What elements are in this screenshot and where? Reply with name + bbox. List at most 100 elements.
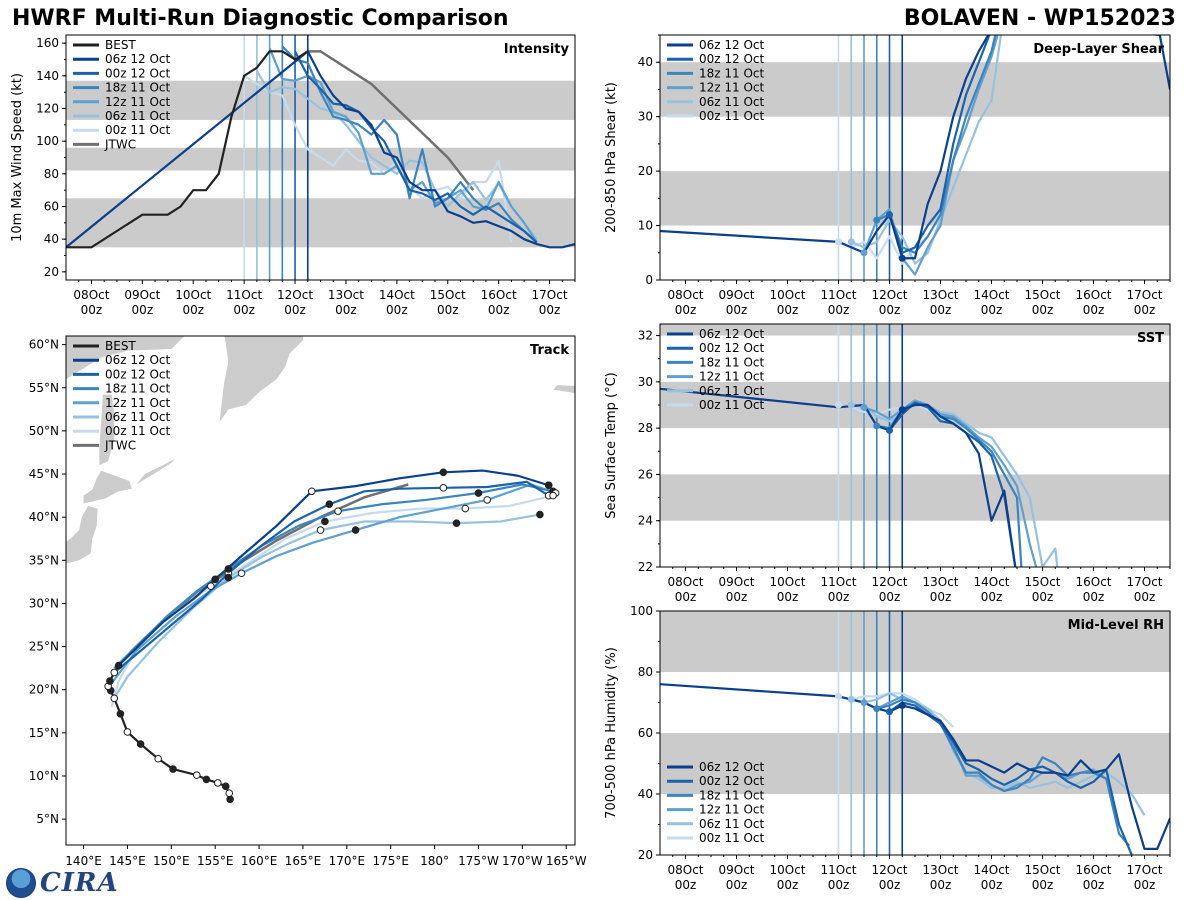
- intensity-ytick-label-5: 120: [36, 102, 59, 116]
- shear-series-0: [660, 35, 1170, 260]
- track-ytick-label-9: 50°N: [29, 424, 59, 438]
- rh-band-1: [660, 611, 1170, 672]
- rh-xtick-label-2: 10Oct: [769, 863, 805, 877]
- land-alaska-sliver: [553, 385, 575, 394]
- rh-title: Mid-Level RH: [1068, 618, 1164, 633]
- track-xtick-label-9: 175°W: [458, 854, 499, 868]
- track-best-point-15: [110, 668, 119, 677]
- land-sakhalin: [99, 394, 115, 466]
- rh-xtick-label-1: 09Oct: [718, 863, 754, 877]
- rh-xtick-label-7: 15Oct: [1024, 863, 1060, 877]
- sst-xtick-sublabel-8: 00z: [1083, 590, 1105, 604]
- track-series-2-point-10: [474, 489, 483, 497]
- track-xtick-label-5: 165°E: [285, 854, 322, 868]
- sst-ytick-label-0: 22: [638, 560, 653, 574]
- rh-xtick-label-8: 16Oct: [1075, 863, 1111, 877]
- rh-xtick-sublabel-2: 00z: [777, 878, 799, 892]
- shear-legend-label-1: 00z 12 Oct: [699, 52, 765, 66]
- intensity-xtick-label-7: 15Oct: [430, 288, 466, 302]
- track-series-3: [109, 483, 557, 687]
- sst-xtick-label-1: 09Oct: [718, 575, 754, 589]
- intensity-legend-label-3: 18z 11 Oct: [105, 81, 171, 95]
- shear-band-0: [660, 171, 1170, 226]
- shear-series-4: [850, 35, 1003, 265]
- intensity-xtick-label-8: 16Oct: [481, 288, 517, 302]
- shear-xtick-label-3: 11Oct: [820, 288, 856, 302]
- track-ytick-label-6: 35°N: [29, 553, 59, 567]
- intensity-legend-label-4: 12z 11 Oct: [105, 95, 171, 109]
- intensity-band-0: [66, 198, 575, 248]
- rh-legend-label-2: 18z 11 Oct: [699, 788, 765, 802]
- rh-xtick-sublabel-3: 00z: [828, 878, 850, 892]
- track-best-point-14: [106, 677, 114, 685]
- shear-xtick-sublabel-2: 00z: [777, 303, 799, 317]
- track-xtick-label-2: 150°E: [153, 854, 190, 868]
- rh-xtick-sublabel-9: 00z: [1134, 878, 1156, 892]
- rh-xtick-sublabel-0: 00z: [675, 878, 697, 892]
- rh-series-2: [876, 698, 1131, 847]
- rh-xtick-label-9: 17Oct: [1126, 863, 1162, 877]
- rh-xtick-label-0: 08Oct: [667, 863, 703, 877]
- shear-xtick-sublabel-6: 00z: [981, 303, 1003, 317]
- sst-xtick-label-0: 08Oct: [667, 575, 703, 589]
- land-kamchatka: [219, 336, 303, 423]
- intensity-xtick-label-6: 14Oct: [379, 288, 415, 302]
- shear-xtick-label-5: 13Oct: [922, 288, 958, 302]
- sst-xtick-label-4: 12Oct: [871, 575, 907, 589]
- sst-xtick-sublabel-6: 00z: [981, 590, 1003, 604]
- shear-xtick-sublabel-0: 00z: [675, 303, 697, 317]
- track-ytick-label-11: 60°N: [29, 338, 59, 352]
- sst-legend-label-1: 00z 12 Oct: [699, 341, 765, 355]
- shear-xtick-label-9: 17Oct: [1126, 288, 1162, 302]
- shear-legend-label-0: 06z 12 Oct: [699, 38, 765, 52]
- sst-xtick-sublabel-2: 00z: [777, 590, 799, 604]
- sst-band-0: [660, 474, 1170, 521]
- track-series-4-point-4: [224, 573, 233, 582]
- cira-logo: CIRA: [40, 868, 119, 898]
- intensity-ytick-label-4: 100: [36, 134, 59, 148]
- sst-series-3: [863, 399, 1038, 567]
- intensity-plot-area: [66, 35, 575, 280]
- sst-init-marker-0: [898, 406, 906, 414]
- intensity-ytick-label-3: 80: [44, 167, 59, 181]
- sst-legend-label-0: 06z 12 Oct: [699, 327, 765, 341]
- sst-ylabel: Sea Surface Temp (°C): [604, 372, 619, 519]
- sst-xtick-label-6: 14Oct: [973, 575, 1009, 589]
- intensity-band-1: [66, 147, 575, 171]
- agency-logos: CIRA: [6, 868, 119, 898]
- shear-legend-label-2: 18z 11 Oct: [699, 66, 765, 80]
- track-legend-label-6: 00z 11 Oct: [105, 424, 171, 438]
- intensity-legend-label-7: JTWC: [104, 137, 136, 151]
- track-ytick-label-1: 10°N: [29, 769, 59, 783]
- intensity-xtick-sublabel-3: 00z: [233, 303, 255, 317]
- sst-ytick-label-1: 24: [638, 514, 653, 528]
- rh-xtick-label-3: 11Oct: [820, 863, 856, 877]
- rh-xtick-sublabel-8: 00z: [1083, 878, 1105, 892]
- rh-xtick-label-4: 12Oct: [871, 863, 907, 877]
- sst-xtick-label-3: 11Oct: [820, 575, 856, 589]
- sst-init-marker-3: [860, 403, 868, 411]
- shear-xtick-label-7: 15Oct: [1024, 288, 1060, 302]
- land-japan-honshu: [66, 505, 98, 564]
- track-legend-label-0: BEST: [105, 339, 136, 353]
- shear-ytick-label-2: 20: [638, 164, 653, 178]
- track-legend-label-4: 12z 11 Oct: [105, 396, 171, 410]
- track-series-3-point-10: [483, 496, 492, 504]
- track-series-5-point-7: [321, 517, 329, 526]
- rh-ytick-label-0: 20: [638, 848, 653, 862]
- intensity-xtick-sublabel-6: 00z: [386, 303, 408, 317]
- shear-init-marker-3: [860, 249, 868, 257]
- rh-ytick-label-4: 100: [630, 604, 653, 618]
- intensity-series-0: [66, 50, 575, 249]
- shear-xtick-sublabel-1: 00z: [726, 303, 748, 317]
- track-series-5-point-4: [207, 582, 215, 590]
- track-ytick-label-2: 15°N: [29, 726, 59, 740]
- sst-series-4: [851, 401, 1059, 567]
- track-ytick-label-10: 55°N: [29, 381, 59, 395]
- shear-legend-label-4: 06z 11 Oct: [699, 95, 765, 109]
- track-ytick-label-3: 20°N: [29, 683, 59, 697]
- shear-xtick-label-1: 09Oct: [718, 288, 754, 302]
- intensity-ytick-label-7: 160: [36, 36, 59, 50]
- track-frame: [65, 335, 576, 846]
